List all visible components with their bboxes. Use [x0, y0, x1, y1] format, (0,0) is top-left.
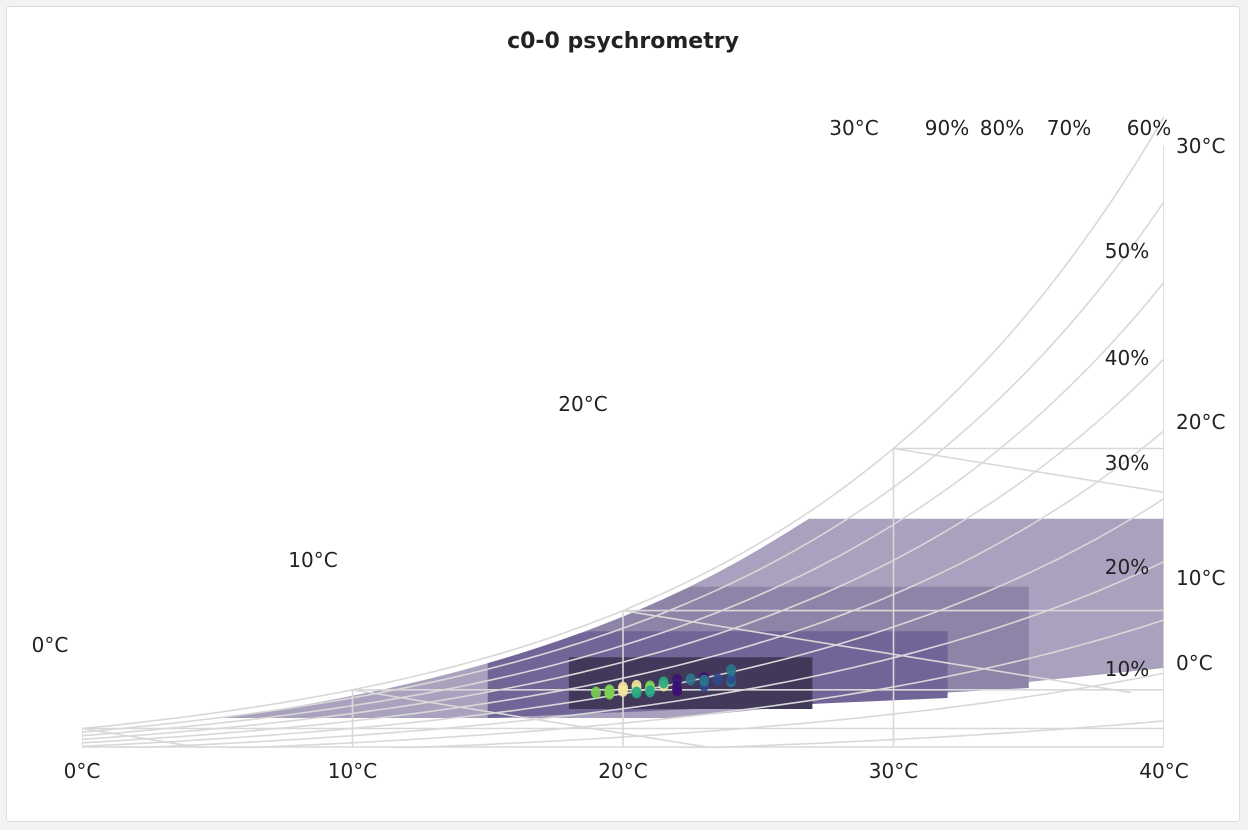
right-tick-label: 0°C [1176, 651, 1213, 675]
right-tick-label: 30°C [1176, 134, 1225, 158]
data-point [618, 681, 628, 694]
wetbulb-line-0 [82, 727, 208, 748]
wetbulb-label: 20°C [558, 392, 607, 416]
rh-label: 90% [925, 116, 969, 140]
wetbulb-label: 0°C [32, 633, 69, 657]
data-point [658, 676, 669, 689]
right-tick-label: 10°C [1176, 566, 1225, 590]
wetbulb-label: 30°C [829, 116, 878, 140]
wetbulb-line-30 [893, 447, 1164, 493]
rh-label: 20% [1105, 555, 1149, 579]
right-tick-label: 20°C [1176, 410, 1225, 434]
rh-label: 10% [1105, 657, 1149, 681]
data-point [672, 684, 683, 697]
rh-curve-10 [674, 720, 1164, 748]
rh-label: 50% [1105, 239, 1149, 263]
rh-label: 70% [1047, 116, 1091, 140]
data-point [631, 686, 642, 699]
rh-label: 40% [1105, 346, 1149, 370]
x-tick-label: 30°C [869, 759, 918, 783]
wetbulb-label: 10°C [288, 548, 337, 572]
rh-label: 80% [980, 116, 1024, 140]
data-point [712, 673, 723, 686]
axis-labels: 0°C 10°C 20°C 30°C 40°C 0°C 10°C 20°C 30°C 0°C 10°… [32, 116, 1226, 783]
rh-label: 30% [1105, 451, 1149, 475]
data-point [726, 664, 737, 677]
data-point [645, 685, 656, 698]
rh-label: 60% [1127, 116, 1171, 140]
x-tick-label: 20°C [598, 759, 647, 783]
data-point [685, 673, 696, 686]
data-points [590, 664, 737, 700]
x-tick-label: 40°C [1139, 759, 1188, 783]
data-point [604, 687, 615, 700]
chart-title: c0-0 psychrometry [507, 29, 739, 54]
wetbulb-line-10 [352, 688, 719, 748]
chart-grid [82, 116, 1164, 748]
x-tick-label: 0°C [64, 759, 101, 783]
data-point [699, 674, 710, 687]
data-point [590, 686, 601, 699]
x-tick-label: 10°C [328, 759, 377, 783]
wetbulb-line-20 [622, 609, 1132, 694]
